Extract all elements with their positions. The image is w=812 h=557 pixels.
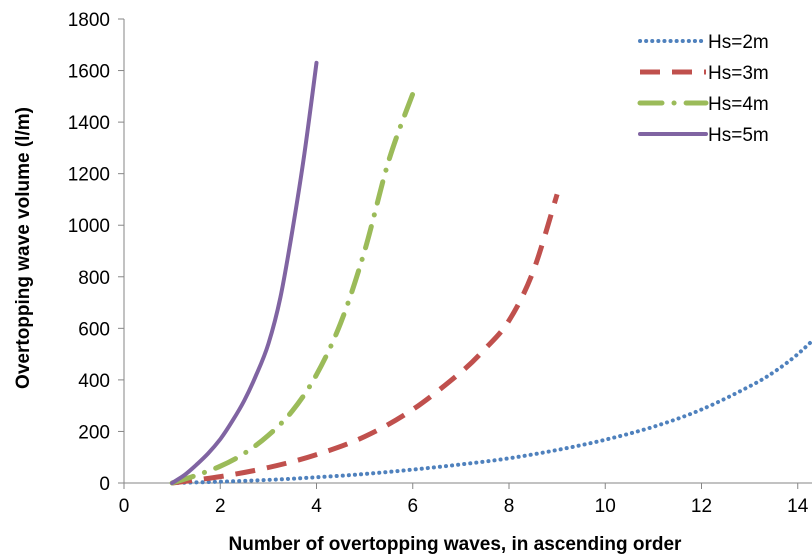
y-tick-label: 1800 bbox=[68, 10, 110, 31]
x-tick-label: 2 bbox=[215, 496, 226, 517]
x-tick-label: 4 bbox=[311, 496, 322, 517]
series-line-hs-5m bbox=[170, 60, 319, 485]
y-tick-label: 1600 bbox=[68, 62, 110, 83]
axes: 0 200 400 600 800 1000 1200 1400 1600 1800 0 2 4 6 8 10… bbox=[68, 10, 812, 517]
legend-label: Hs=5m bbox=[708, 125, 769, 146]
y-axis-title: Overtopping wave volume (l/m) bbox=[13, 107, 34, 389]
series-line-hs-2m bbox=[170, 338, 812, 485]
legend-entry: Hs=4m bbox=[637, 94, 769, 115]
legend-entry: Hs=5m bbox=[638, 125, 769, 146]
x-tick-label: 12 bbox=[691, 496, 712, 517]
legend-label: Hs=2m bbox=[708, 32, 769, 53]
x-tick-label: 10 bbox=[595, 496, 616, 517]
y-tick-label: 200 bbox=[78, 422, 110, 443]
x-tick-label: 14 bbox=[787, 496, 809, 517]
legend-label: Hs=4m bbox=[708, 94, 769, 115]
legend-entry: Hs=3m bbox=[640, 63, 769, 84]
y-tick-label: 400 bbox=[78, 371, 110, 392]
legend-entry: Hs=2m bbox=[638, 32, 769, 53]
legend: Hs=2m Hs=3m Hs=4m Hs=5m bbox=[637, 32, 769, 146]
y-tick-label: 1000 bbox=[68, 216, 110, 237]
legend-label: Hs=3m bbox=[708, 63, 769, 84]
series-line-hs-3m bbox=[171, 193, 560, 486]
series-line-hs-4m bbox=[169, 91, 416, 486]
x-tick-label: 0 bbox=[119, 496, 130, 517]
y-tick-label: 1200 bbox=[68, 165, 110, 186]
x-tick-label: 8 bbox=[504, 496, 515, 517]
y-tick-label: 1400 bbox=[68, 113, 110, 134]
x-axis-title: Number of overtopping waves, in ascendin… bbox=[229, 534, 683, 555]
y-tick-label: 800 bbox=[78, 268, 110, 289]
x-tick-label: 6 bbox=[407, 496, 418, 517]
y-tick-label: 0 bbox=[99, 474, 110, 495]
y-tick-label: 600 bbox=[78, 319, 110, 340]
plot-area bbox=[169, 60, 812, 486]
